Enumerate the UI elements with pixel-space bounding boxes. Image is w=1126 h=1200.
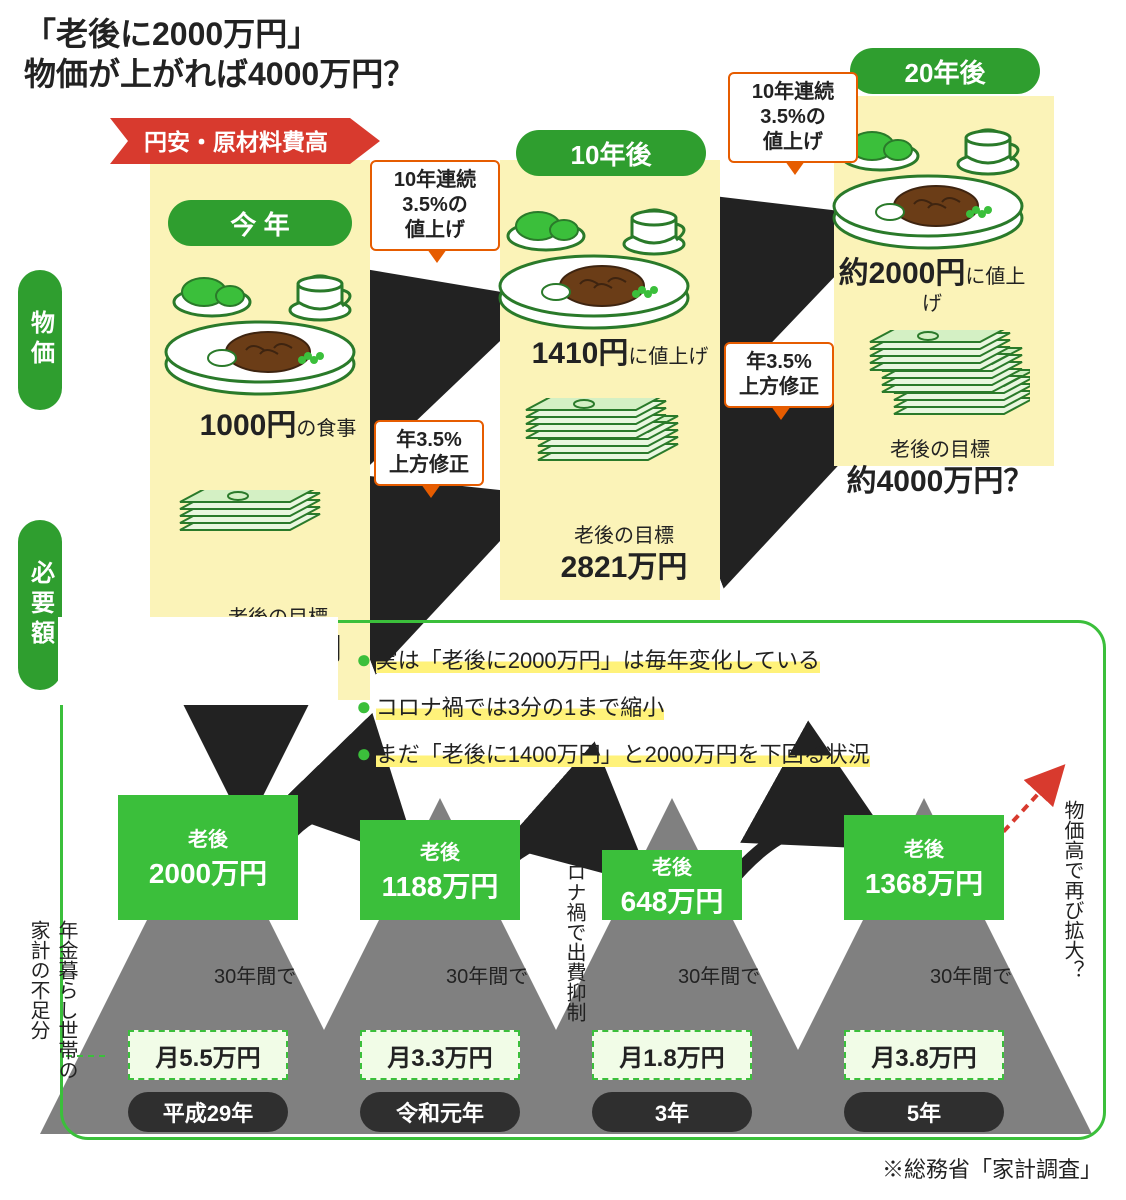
source-credit: ※総務省「家計調査」 bbox=[882, 1152, 1102, 1184]
amount-box-2: 老後648万円 bbox=[602, 850, 742, 920]
callout-inc10b: 10年連続3.5%の値上げ bbox=[728, 72, 858, 163]
main-title: 「老後に2000万円」物価が上がれば4000万円？ bbox=[24, 14, 415, 94]
monthly-box-0: 月5.5万円 bbox=[128, 1030, 288, 1080]
monthly-box-2: 月1.8万円 bbox=[592, 1030, 752, 1080]
infographic-stage: 「老後に2000万円」物価が上がれば4000万円？ 円安・原材料費高今 年 10年後… bbox=[0, 0, 1126, 1200]
time-pill-0: 今 年 bbox=[168, 200, 352, 246]
money-stack-0 bbox=[170, 490, 340, 575]
amount-box-3: 老後1368万円 bbox=[844, 815, 1004, 920]
svg-text:円安・原材料費高: 円安・原材料費高 bbox=[144, 129, 328, 155]
amount-box-1: 老後1188万円 bbox=[360, 820, 520, 920]
vtext-deficit: 年金暮らし世帯の家計の不足分 bbox=[24, 920, 80, 1080]
goal-label-2: 老後の目標約4000万円？ bbox=[830, 438, 1050, 501]
span-30y-3: 30年間で bbox=[930, 960, 1012, 989]
meal-icon-0 bbox=[160, 252, 360, 407]
callout-adj35a: 年3.5%上方修正 bbox=[374, 420, 484, 486]
era-pill-3: 5年 bbox=[844, 1092, 1004, 1132]
amount-box-0: 老後2000万円 bbox=[118, 795, 298, 920]
monthly-box-3: 月3.8万円 bbox=[844, 1030, 1004, 1080]
goal-label-1: 老後の目標2821万円 bbox=[514, 524, 734, 587]
vtext-covid: コロナ禍で出費抑制 bbox=[560, 842, 588, 1022]
bullet-list: ●実は「老後に2000万円」は毎年変化している●コロナ禍では3分の1まで縮小●ま… bbox=[356, 636, 870, 776]
price-label-2: 約2000円に値上げ bbox=[832, 256, 1032, 316]
meal-icon-1 bbox=[494, 186, 694, 341]
callout-adj35b: 年3.5%上方修正 bbox=[724, 342, 834, 408]
side-pill-needed: 必要額 bbox=[18, 520, 62, 690]
side-pill-price: 物価 bbox=[18, 270, 62, 410]
money-stack-1 bbox=[516, 398, 686, 513]
span-30y-0: 30年間で bbox=[214, 960, 296, 989]
price-label-0: 1000円の食事 bbox=[178, 408, 378, 444]
time-pill-1: 10年後 bbox=[516, 130, 706, 176]
era-pill-0: 平成29年 bbox=[128, 1092, 288, 1132]
time-pill-2: 20年後 bbox=[850, 48, 1040, 94]
banner-yen-weak: 円安・原材料費高 bbox=[110, 118, 380, 164]
callout-inc10a: 10年連続3.5%の値上げ bbox=[370, 160, 500, 251]
monthly-box-1: 月3.3万円 bbox=[360, 1030, 520, 1080]
span-30y-1: 30年間で bbox=[446, 960, 528, 989]
era-pill-1: 令和元年 bbox=[360, 1092, 520, 1132]
meal-icon-2 bbox=[828, 106, 1028, 261]
vtext-inflation: 物価高で再び拡大？ bbox=[1058, 800, 1086, 980]
span-30y-2: 30年間で bbox=[678, 960, 760, 989]
era-pill-2: 3年 bbox=[592, 1092, 752, 1132]
price-label-1: 1410円に値上げ bbox=[520, 336, 720, 372]
